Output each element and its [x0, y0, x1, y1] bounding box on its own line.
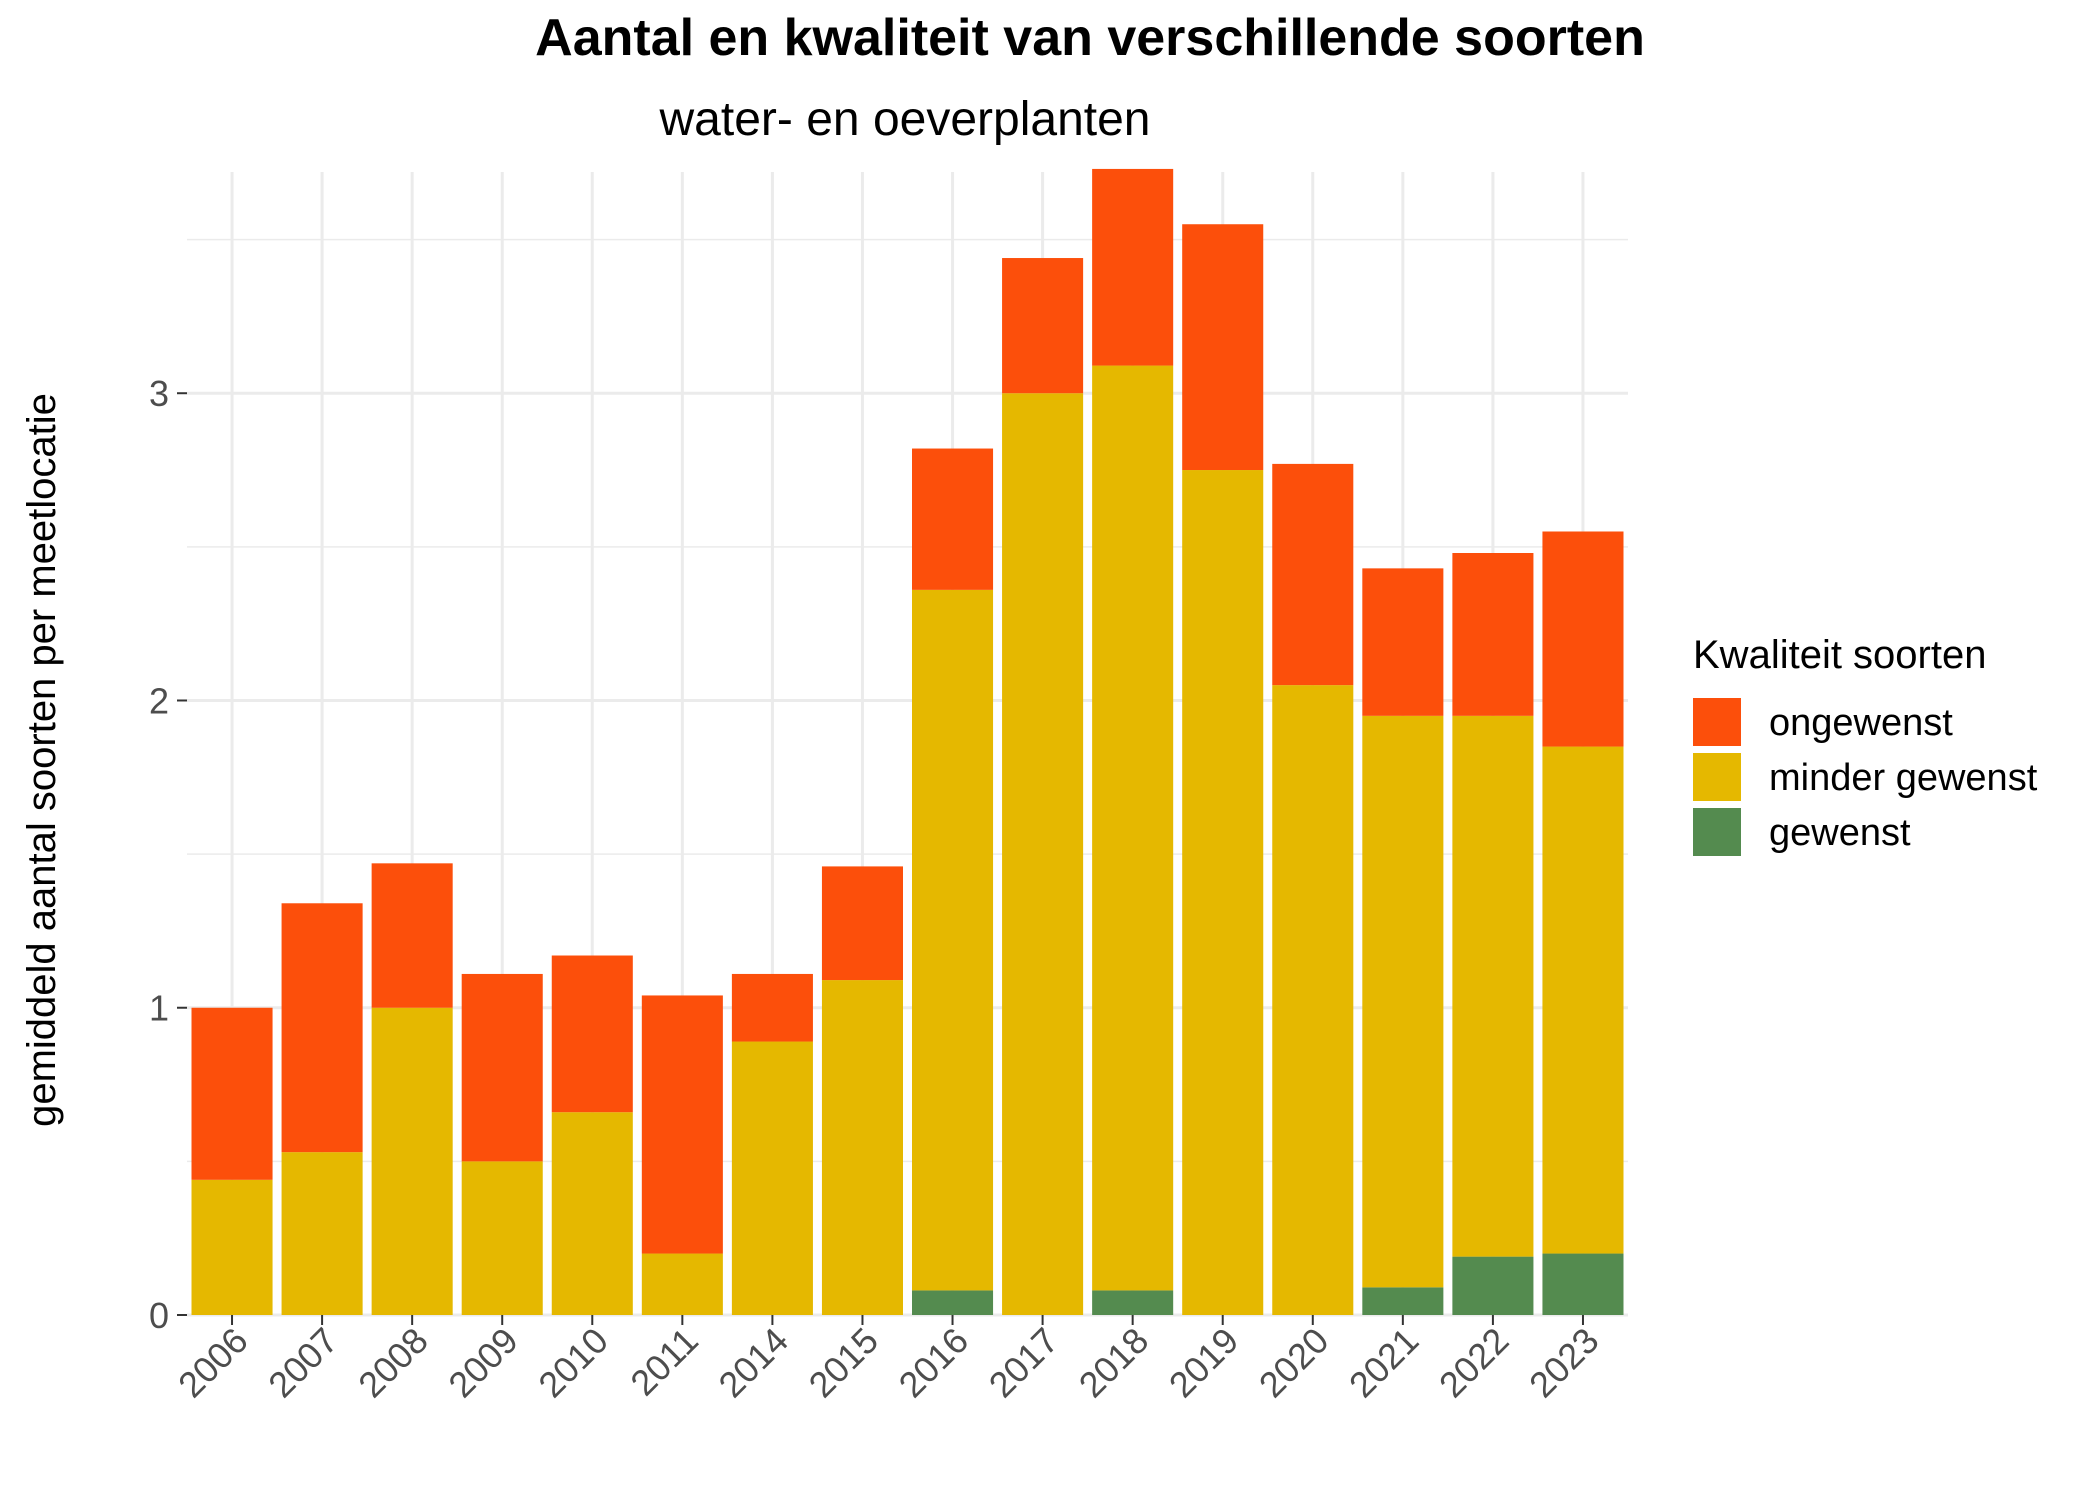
bar-minder-gewenst-2020: [1272, 685, 1354, 1315]
bar-ongewenst-2011: [641, 995, 723, 1254]
x-tick-label: 2010: [530, 1320, 616, 1406]
bar-ongewenst-2017: [1002, 258, 1084, 394]
x-tick-label: 2019: [1161, 1320, 1247, 1406]
legend-label-minder-gewenst: minder gewenst: [1769, 757, 2038, 799]
bar-gewenst-2022: [1452, 1256, 1534, 1315]
x-tick-label: 2018: [1071, 1320, 1157, 1406]
x-tick-label: 2017: [981, 1320, 1067, 1406]
bar-minder-gewenst-2019: [1182, 470, 1264, 1316]
y-axis: 0 1 2 3: [149, 373, 187, 1336]
x-tick-label: 2015: [800, 1320, 886, 1406]
bar-ongewenst-2009: [461, 973, 543, 1162]
legend: Kwaliteit soorten ongewenst minder gewens…: [1693, 633, 2038, 856]
bar-minder-gewenst-2023: [1542, 746, 1624, 1254]
legend-label-ongewenst: ongewenst: [1769, 702, 1953, 744]
bar-minder-gewenst-2011: [641, 1253, 723, 1315]
bar-minder-gewenst-2022: [1452, 715, 1534, 1257]
x-tick-label: 2006: [170, 1320, 256, 1406]
bar-ongewenst-2015: [821, 866, 903, 981]
y-tick-label: 0: [149, 1295, 169, 1336]
bar-minder-gewenst-2015: [821, 980, 903, 1315]
bar-minder-gewenst-2007: [281, 1152, 363, 1315]
bar-minder-gewenst-2017: [1002, 393, 1084, 1315]
bar-ongewenst-2018: [1092, 168, 1174, 366]
bar-ongewenst-2019: [1182, 224, 1264, 471]
bar-ongewenst-2014: [731, 973, 813, 1042]
x-tick-label: 2008: [350, 1320, 436, 1406]
bar-minder-gewenst-2018: [1092, 365, 1174, 1291]
legend-label-gewenst: gewenst: [1769, 812, 1911, 854]
y-tick-label: 1: [149, 988, 169, 1029]
bar-gewenst-2016: [912, 1290, 994, 1315]
bar-minder-gewenst-2010: [551, 1112, 633, 1315]
chart-subtitle: water- en oeverplanten: [659, 93, 1151, 146]
x-tick-label: 2021: [1341, 1320, 1427, 1406]
bar-minder-gewenst-2021: [1362, 715, 1444, 1288]
chart-title: Aantal en kwaliteit van verschillende so…: [535, 9, 1645, 67]
bar-gewenst-2021: [1362, 1287, 1444, 1315]
bar-ongewenst-2021: [1362, 568, 1444, 716]
x-axis: 2006 2007 2008 2009 2010 2011 2014 2015 2016 2017…: [170, 1315, 1607, 1405]
bar-minder-gewenst-2016: [912, 589, 994, 1291]
x-tick-label: 2011: [622, 1320, 706, 1404]
x-tick-label: 2023: [1521, 1320, 1607, 1406]
bar-ongewenst-2023: [1542, 531, 1624, 747]
bar-minder-gewenst-2008: [371, 1007, 453, 1315]
legend-title: Kwaliteit soorten: [1693, 633, 1986, 677]
x-tick-label: 2009: [440, 1320, 526, 1406]
bar-gewenst-2018: [1092, 1290, 1174, 1315]
bar-ongewenst-2010: [551, 955, 633, 1113]
bar-ongewenst-2022: [1452, 553, 1534, 716]
y-axis-label: gemiddeld aantal soorten per meetlocatie: [20, 393, 64, 1127]
x-tick-label: 2007: [260, 1320, 346, 1406]
bar-ongewenst-2020: [1272, 463, 1354, 686]
bar-ongewenst-2016: [912, 448, 994, 590]
bar-gewenst-2023: [1542, 1253, 1624, 1315]
bar-minder-gewenst-2014: [731, 1041, 813, 1315]
x-tick-label: 2014: [710, 1320, 796, 1406]
bars: [191, 168, 1624, 1316]
legend-key-minder-gewenst: [1693, 753, 1741, 801]
y-tick-label: 3: [149, 373, 169, 414]
x-tick-label: 2020: [1251, 1320, 1337, 1406]
bar-minder-gewenst-2009: [461, 1161, 543, 1315]
bar-ongewenst-2007: [281, 903, 363, 1153]
legend-key-gewenst: [1693, 808, 1741, 856]
y-tick-label: 2: [149, 680, 169, 721]
x-tick-label: 2016: [891, 1320, 977, 1406]
bar-ongewenst-2006: [191, 1007, 273, 1180]
legend-key-ongewenst: [1693, 698, 1741, 746]
bar-minder-gewenst-2006: [191, 1179, 273, 1315]
x-tick-label: 2022: [1431, 1320, 1517, 1406]
bar-ongewenst-2008: [371, 863, 453, 1008]
